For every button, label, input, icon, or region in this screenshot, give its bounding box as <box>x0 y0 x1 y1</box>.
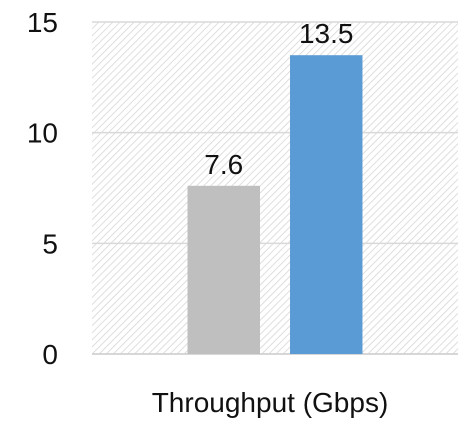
y-tick-label-5: 5 <box>42 228 58 259</box>
y-tick-label-10: 10 <box>27 118 58 149</box>
plot-area-background <box>92 22 458 354</box>
y-tick-label-0: 0 <box>42 339 58 370</box>
data-labels: 7.6 13.5 <box>204 18 353 180</box>
data-label-bar-2: 13.5 <box>299 18 354 49</box>
y-tick-label-15: 15 <box>27 7 58 38</box>
y-axis-ticks: 0 5 10 15 <box>27 7 58 370</box>
bars <box>187 55 363 354</box>
data-label-bar-1: 7.6 <box>204 149 243 180</box>
x-axis-title: Throughput (Gbps) <box>152 387 389 418</box>
bar-2 <box>290 55 363 354</box>
bar-1 <box>187 185 260 354</box>
gridlines <box>92 21 458 355</box>
